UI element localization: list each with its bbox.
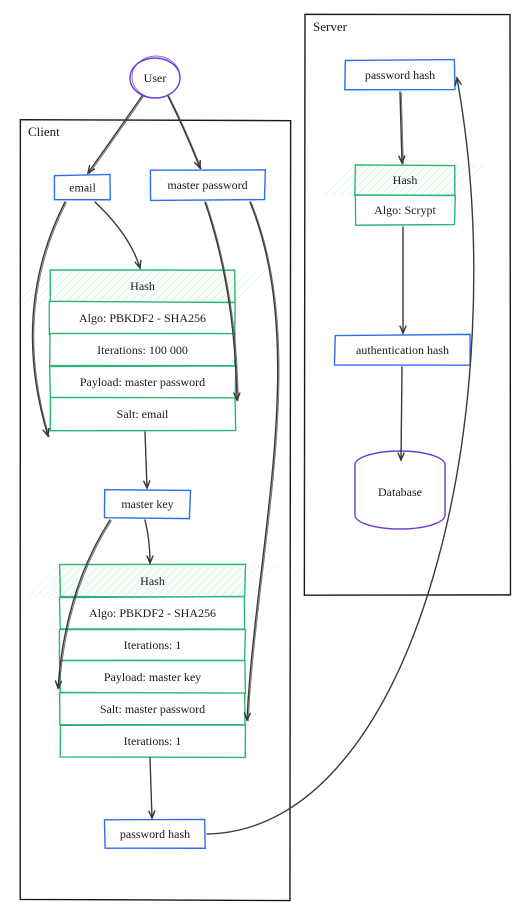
- server_pw_hash: password hash: [345, 60, 455, 90]
- edge-hash2-to-pwhash: [150, 758, 152, 818]
- client_hash_2-row-0: Hash: [140, 574, 165, 588]
- email: email: [54, 174, 110, 199]
- edge-email-to-hash1: [95, 202, 140, 268]
- server_hash-row-0: Hash: [393, 173, 418, 187]
- user: User: [130, 56, 180, 98]
- client_hash_2-row-1: Algo: PBKDF2 - SHA256: [89, 606, 216, 620]
- client_pw_hash-label: password hash: [120, 827, 190, 841]
- client_hash_2: Hash Algo: PBKDF2 - SHA256 Iterations: 1 Pa…: [28, 564, 276, 757]
- server-label: Server: [313, 19, 348, 34]
- client_hash_2-row-3: Payload: master key: [104, 670, 201, 684]
- client-label: Client: [28, 124, 60, 139]
- auth_hash: authentication hash: [334, 334, 470, 365]
- client_hash_1-row-1: Algo: PBKDF2 - SHA256: [79, 311, 206, 325]
- edge-mpw-to-salt2: [247, 202, 279, 721]
- client_hash_1-row-2: Iterations: 100 000: [97, 343, 188, 357]
- master_key: master key: [104, 490, 190, 519]
- edge-auth-to-db: [401, 367, 402, 460]
- client_hash_2-row-2: Iterations: 1: [124, 638, 182, 652]
- email-label: email: [69, 181, 96, 195]
- client_pw_hash: password hash: [104, 819, 205, 848]
- edge-mkey-to-hash2: [145, 520, 150, 563]
- client_hash_1-row-4: Salt: email: [117, 407, 169, 421]
- database: Database: [355, 451, 445, 529]
- edge-hash1-to-mkey: [145, 432, 147, 488]
- master_password-label: master password: [167, 178, 247, 192]
- edge-user-to-mpw: [168, 96, 201, 169]
- server_hash: Hash Algo: Scrypt: [325, 165, 483, 225]
- master_password: master password: [150, 170, 265, 201]
- client_hash_2-row-4: Salt: master password: [100, 702, 205, 716]
- edge-user-to-email: [88, 96, 143, 174]
- auth_hash-label: authentication hash: [356, 343, 449, 357]
- database-label: Database: [378, 485, 422, 499]
- edge-srv-pwhash-to-h: [400, 92, 403, 164]
- server_pw_hash-label: password hash: [365, 68, 435, 82]
- user-label: User: [144, 71, 167, 85]
- client_hash_1-row-3: Payload: master password: [80, 375, 205, 389]
- client_hash_1-row-0: Hash: [130, 279, 155, 293]
- server_hash-row-1: Algo: Scrypt: [374, 203, 436, 217]
- client_hash_2-row-5: Iterations: 1: [124, 734, 182, 748]
- master_key-label: master key: [121, 497, 173, 511]
